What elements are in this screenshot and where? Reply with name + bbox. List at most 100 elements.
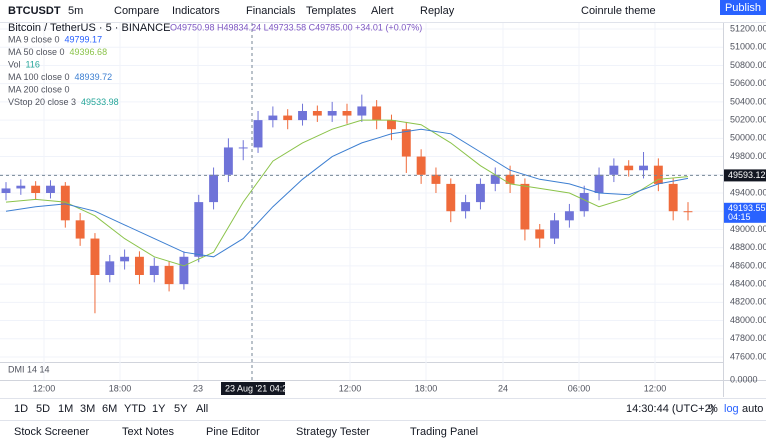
candle-body: [446, 183, 456, 212]
toolbar-item[interactable]: Replay: [420, 5, 455, 17]
y-tick-label: 47800.00: [730, 333, 766, 343]
candle-body: [194, 202, 204, 257]
candle-body: [387, 120, 396, 130]
bottom-tab[interactable]: Pine Editor: [206, 426, 260, 438]
candle-body: [461, 202, 471, 212]
candle-body: [223, 147, 233, 175]
legend-name: MA 50 close 0: [8, 47, 65, 57]
crosshair-time-box: [221, 382, 285, 395]
legend-title: Bitcoin / TetherUS · 5 · BINANCE: [8, 22, 170, 34]
candle-body: [268, 115, 278, 121]
range-button[interactable]: 5D: [36, 403, 50, 415]
candle-body: [653, 165, 663, 184]
x-tick-label: 12:00: [339, 383, 362, 393]
legend-value: 116: [26, 59, 40, 69]
y-tick-label: 48000.00: [730, 315, 766, 325]
candle-body: [639, 165, 648, 171]
ma-line: [5, 128, 689, 258]
bottom-tab[interactable]: Trading Panel: [410, 426, 478, 438]
crosshair-price-label: 49593.12: [728, 170, 766, 180]
candle-body: [416, 156, 426, 175]
bottom-tab[interactable]: Text Notes: [122, 426, 174, 438]
candle-body: [342, 111, 352, 116]
candle-body: [505, 174, 515, 184]
candle-body: [609, 165, 619, 175]
range-button[interactable]: YTD: [124, 403, 146, 415]
candle-body: [105, 261, 115, 275]
y-tick-label: 47600.00: [730, 351, 766, 361]
y-tick-label: 48400.00: [730, 278, 766, 288]
dmi-value: 0.0000: [730, 374, 758, 384]
y-tick-label: 48800.00: [730, 242, 766, 252]
publish-label[interactable]: Publish: [725, 2, 761, 14]
toolbar-item[interactable]: Indicators: [172, 5, 220, 17]
x-tick-label: 12:00: [644, 383, 667, 393]
legend-name: MA 100 close 0: [8, 72, 70, 82]
publish-button[interactable]: [720, 0, 766, 15]
y-tick-label: 50600.00: [730, 78, 766, 88]
legend-value: 48939.72: [75, 72, 113, 82]
theme[interactable]: Coinrule theme: [581, 5, 656, 17]
x-tick-label: 18:00: [109, 383, 132, 393]
toolbar-item[interactable]: Compare: [114, 5, 159, 17]
y-tick-label: 50400.00: [730, 96, 766, 106]
legend-value: 49533.98: [81, 97, 119, 107]
y-tick-label: 50000.00: [730, 133, 766, 143]
candle-body: [75, 220, 85, 239]
candle-body: [1, 188, 11, 193]
candle-body: [298, 111, 307, 121]
toolbar-item[interactable]: Alert: [371, 5, 394, 17]
candle-body: [90, 238, 100, 275]
range-button[interactable]: 3M: [80, 403, 95, 415]
range-button[interactable]: 1D: [14, 403, 28, 415]
candle-body: [668, 183, 678, 212]
range-button[interactable]: All: [196, 403, 208, 415]
range-button[interactable]: 5Y: [174, 403, 188, 415]
legend-name: MA 9 close 0: [8, 34, 60, 44]
candle-body: [401, 129, 411, 157]
y-tick-label: 49800.00: [730, 151, 766, 161]
candle-body: [357, 106, 367, 116]
candle-body: [490, 174, 500, 184]
bottom-tab[interactable]: Strategy Tester: [296, 426, 370, 438]
candle-body: [120, 256, 130, 262]
candle-body: [16, 185, 26, 189]
candle-body: [209, 174, 219, 203]
axis-option[interactable]: %: [708, 403, 718, 415]
legend-ohlc: O49750.98 H49834.24 L49733.58 C49785.00 …: [170, 22, 422, 32]
candle-body: [520, 183, 530, 230]
dmi-title: DMI 14 14: [8, 364, 50, 374]
toolbar-item[interactable]: Templates: [306, 5, 357, 17]
candle-body: [550, 220, 560, 239]
legend-name: Vol: [8, 59, 21, 69]
y-tick-label: 51000.00: [730, 42, 766, 52]
range-button[interactable]: 1M: [58, 403, 73, 415]
interval[interactable]: 5m: [68, 5, 83, 17]
last-price-label: 49193.55: [728, 203, 766, 213]
range-button[interactable]: 1Y: [152, 403, 166, 415]
last-price-box: [724, 202, 766, 223]
x-tick-label: 06:00: [568, 383, 591, 393]
x-tick-label: 24: [498, 383, 508, 393]
countdown-label: 04:15: [728, 212, 751, 222]
range-button[interactable]: 6M: [102, 403, 117, 415]
candle-body: [564, 211, 574, 221]
candle-body: [579, 193, 589, 212]
bottom-tab[interactable]: Stock Screener: [14, 426, 90, 438]
legend-name: MA 200 close 0: [8, 84, 70, 94]
symbol[interactable]: BTCUSDT: [8, 5, 61, 17]
candle-body: [431, 174, 441, 184]
candle-body: [535, 229, 545, 239]
ma-line: [5, 119, 689, 267]
axis-option[interactable]: auto: [742, 403, 763, 415]
toolbar-item[interactable]: Financials: [246, 5, 296, 17]
legend-value: 49396.68: [70, 47, 108, 57]
axis-option[interactable]: log: [724, 403, 739, 415]
legend-value: 49799.17: [65, 34, 103, 44]
legend-name: VStop 20 close 3: [8, 97, 76, 107]
y-tick-label: 48600.00: [730, 260, 766, 270]
candle-body: [60, 185, 70, 221]
y-tick-label: 50200.00: [730, 114, 766, 124]
clock: 14:30:44 (UTC+2): [626, 403, 714, 415]
